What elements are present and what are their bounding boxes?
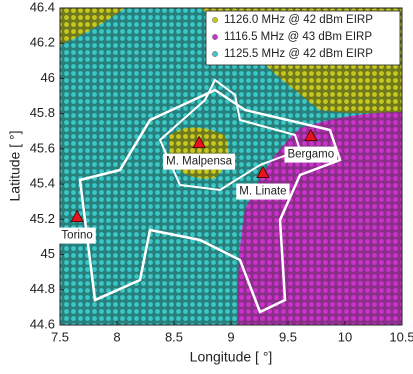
y-tick-label: 46 <box>41 70 55 85</box>
y-tick-label: 45.4 <box>30 176 55 191</box>
legend-marker <box>212 51 217 56</box>
x-tick-label: 8.5 <box>165 329 183 344</box>
y-tick-label: 45.8 <box>30 105 55 120</box>
x-tick-label: 10.5 <box>389 329 413 344</box>
x-tick-label: 9 <box>227 329 234 344</box>
legend-marker <box>212 34 217 39</box>
y-tick-label: 44.8 <box>30 281 55 296</box>
legend-label: 1126.0 MHz @ 42 dBm EIRP <box>224 14 373 26</box>
airport-label: Torino <box>61 230 92 242</box>
airport-label: Bergamo <box>287 149 334 161</box>
x-tick-label: 10 <box>338 329 352 344</box>
x-tick-label: 7.5 <box>51 329 69 344</box>
y-tick-label: 44.6 <box>30 316 55 331</box>
airport-label: M. Malpensa <box>166 156 232 168</box>
y-tick-label: 46.2 <box>30 35 55 50</box>
y-tick-label: 45.2 <box>30 211 55 226</box>
legend-label: 1116.5 MHz @ 43 dBm EIRP <box>224 31 372 43</box>
airport-label: M. Linate <box>239 186 286 198</box>
x-tick-label: 9.5 <box>279 329 297 344</box>
chart: 1126.0 MHz @ 42 dBm EIRP 1116.5 MHz @ 43 … <box>0 0 413 374</box>
y-axis-label: Latitude [ °] <box>7 131 23 202</box>
y-tick-label: 45.6 <box>30 140 55 155</box>
legend-label: 1125.5 MHz @ 42 dBm EIRP <box>224 48 373 60</box>
y-tick-label: 46.4 <box>30 0 55 14</box>
y-tick-label: 45 <box>41 246 55 261</box>
legend-marker <box>212 17 217 22</box>
x-tick-label: 8 <box>113 329 120 344</box>
legend: 1126.0 MHz @ 42 dBm EIRP 1116.5 MHz @ 43 … <box>206 11 400 65</box>
x-axis-label: Longitude [ °] <box>190 349 273 365</box>
